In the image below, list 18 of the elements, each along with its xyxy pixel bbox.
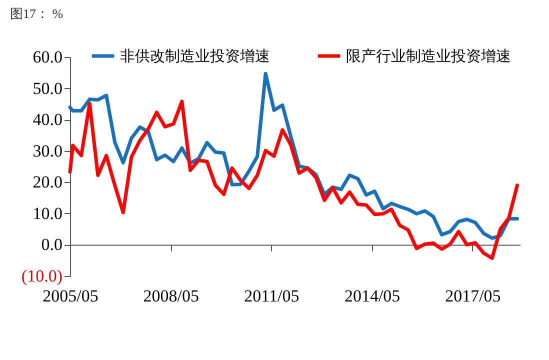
y-tick-label: 60.0 xyxy=(32,48,62,66)
x-tick-label: 2014/05 xyxy=(344,286,400,306)
line-series xyxy=(68,100,519,260)
x-tick-label: 2017/05 xyxy=(445,286,501,306)
y-tick-label: 40.0 xyxy=(32,110,62,130)
chart-title: 图17： % xyxy=(10,6,64,21)
legend-label: 限产行业制造业投资增速 xyxy=(346,48,511,65)
x-tick-label: 2011/05 xyxy=(244,286,300,306)
y-tick-label: 10.0 xyxy=(32,204,62,223)
y-tick-label: 50.0 xyxy=(32,78,62,98)
y-tick-label: 30.0 xyxy=(32,141,62,160)
x-tick-label: 2005/05 xyxy=(42,286,98,306)
y-tick-label: 0.0 xyxy=(41,235,62,254)
x-tick-label: 2008/05 xyxy=(143,286,199,306)
line-series xyxy=(68,72,519,240)
y-tick-label: (10.0) xyxy=(21,266,62,286)
legend-label: 非供改制造业投资增速 xyxy=(120,48,270,65)
y-tick-label: 20.0 xyxy=(32,172,62,192)
